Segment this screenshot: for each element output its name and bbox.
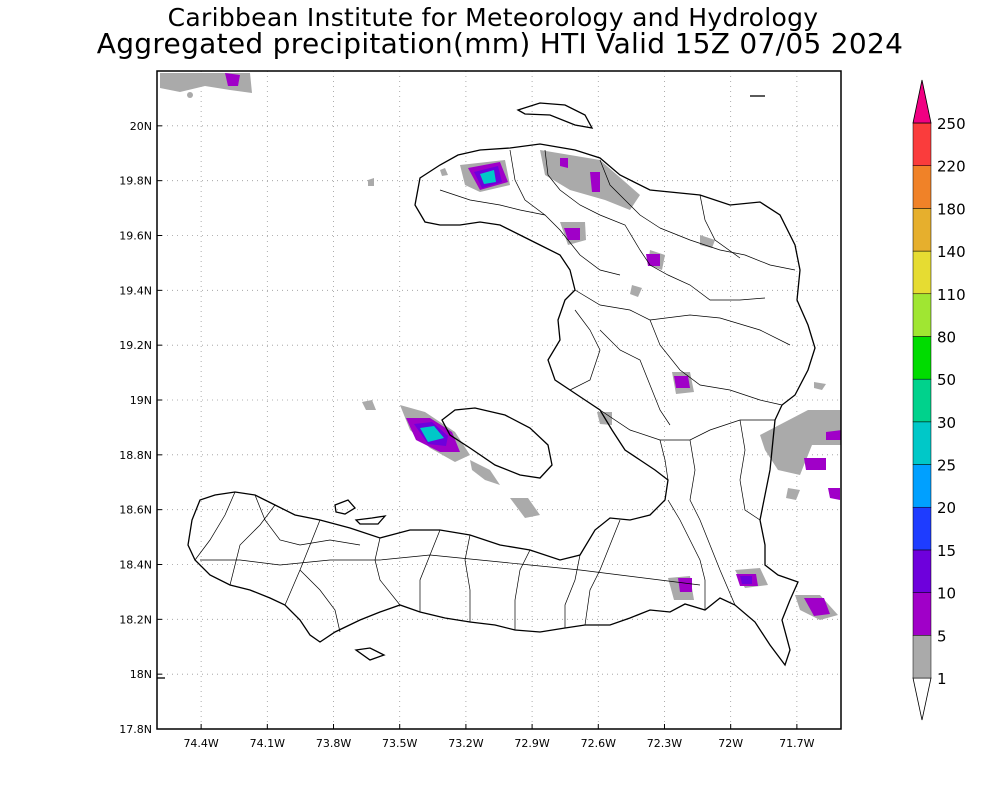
lat-tick-label: 18N (130, 668, 152, 681)
colorbar-level-label: 80 (937, 328, 956, 346)
colorbar-band (912, 464, 932, 508)
lat-tick-label: 18.6N (119, 504, 152, 517)
map-title-product: Aggregated precipitation(mm) HTI Valid 1… (96, 27, 904, 60)
colorbar-band (912, 336, 932, 380)
lon-tick-label: 74.1W (250, 737, 285, 750)
lat-tick-label: 19.6N (119, 230, 152, 243)
lon-tick-label: 72W (718, 737, 743, 750)
colorbar-level-label: 10 (937, 585, 956, 603)
precip-very-heavy-areas (420, 170, 496, 442)
precip-moderate-areas (225, 73, 841, 616)
colorbar-level-label: 180 (937, 200, 966, 218)
colorbar-min-triangle (912, 677, 932, 721)
colorbar-band (912, 208, 932, 252)
colorbar-band (912, 250, 932, 295)
colorbar-level-label: 5 (937, 627, 947, 645)
colorbar-level-label: 140 (937, 243, 966, 261)
lat-tick-label: 18.8N (119, 449, 152, 462)
lon-tick-label: 72.3W (647, 737, 682, 750)
gridlines (157, 71, 841, 729)
longitude-axis-labels: 74.4W 74.1W 73.8W 73.5W 73.2W 72.9W 72.6W 72.3W… (183, 724, 815, 750)
admin-boundaries (194, 149, 796, 633)
lon-tick-label: 72.6W (581, 737, 616, 750)
lon-tick-label: 73.2W (448, 737, 483, 750)
coastline-outline (157, 95, 816, 679)
colorbar-level-label: 15 (937, 542, 956, 560)
lat-tick-label: 19.8N (119, 175, 152, 188)
colorbar-level-label: 25 (937, 457, 956, 475)
colorbar-max-triangle (912, 79, 932, 124)
colorbar-band (912, 549, 932, 593)
colorbar-band (912, 293, 932, 337)
colorbar-band (912, 378, 932, 423)
colorbar-level-label: 30 (937, 414, 956, 432)
colorbar-level-label: 20 (937, 499, 956, 517)
lat-tick-label: 17.8N (119, 723, 152, 736)
lon-tick-label: 73.5W (382, 737, 417, 750)
colorbar-band (912, 421, 932, 465)
land-layer (157, 73, 841, 679)
colorbar-band (912, 506, 932, 551)
lon-tick-label: 74.4W (183, 737, 218, 750)
lat-tick-label: 19N (130, 394, 152, 407)
colorbar-band (912, 592, 932, 636)
lat-tick-label: 20N (130, 120, 152, 133)
lat-tick-label: 19.2N (119, 339, 152, 352)
lat-tick-label: 18.2N (119, 613, 152, 626)
lat-tick-label: 18.4N (119, 559, 152, 572)
colorbar-level-label: 50 (937, 371, 956, 389)
lon-tick-label: 73.8W (316, 737, 351, 750)
colorbar-level-label: 1 (937, 670, 947, 688)
lon-tick-label: 72.9W (514, 737, 549, 750)
precip-light-areas (160, 73, 841, 620)
colorbar-band (912, 165, 932, 209)
latitude-axis-labels: 20N 19.8N 19.6N 19.4N 19.2N 19N 18.8N 18.6N 18.4… (119, 120, 162, 736)
colorbar-band (912, 635, 932, 679)
colorbar-level-label: 110 (937, 286, 966, 304)
lon-tick-label: 71.7W (779, 737, 814, 750)
lat-tick-label: 19.4N (119, 284, 152, 297)
colorbar-level-label: 250 (937, 115, 966, 133)
colorbar-level-label: 220 (937, 158, 966, 176)
colorbar-band (912, 122, 932, 166)
map-title-institute: Caribbean Institute for Meteorology and … (167, 3, 819, 32)
